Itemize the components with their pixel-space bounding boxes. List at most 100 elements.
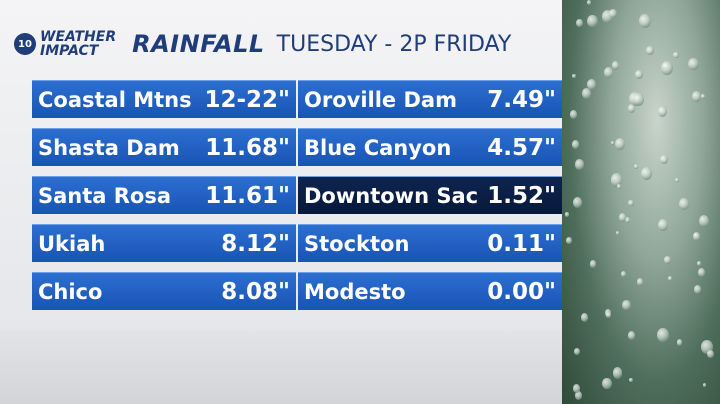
raindrop bbox=[606, 312, 612, 319]
raindrop bbox=[646, 45, 654, 55]
raindrop bbox=[611, 60, 620, 71]
raindrop bbox=[673, 52, 679, 59]
raindrop bbox=[688, 57, 699, 71]
raindrop bbox=[610, 173, 623, 188]
table-row: Shasta Dam 11.68" bbox=[32, 128, 296, 166]
raindrop bbox=[614, 138, 625, 151]
raindrop bbox=[622, 299, 631, 310]
raindrop bbox=[602, 377, 612, 390]
table-row: Blue Canyon 4.57" bbox=[298, 128, 562, 166]
subtitle: TUESDAY - 2P FRIDAY bbox=[276, 31, 512, 57]
raindrop bbox=[699, 215, 710, 228]
raindrop bbox=[582, 88, 592, 100]
raindrop bbox=[609, 8, 617, 18]
raindrop bbox=[658, 219, 668, 231]
rainfall-value: 8.12" bbox=[221, 230, 290, 257]
logo-badge: 10 bbox=[14, 33, 36, 55]
location-name: Downtown Sac bbox=[304, 183, 479, 208]
rainfall-value: 11.68" bbox=[205, 134, 290, 161]
table-row: Oroville Dam 7.49" bbox=[298, 80, 562, 118]
raindrop bbox=[701, 339, 713, 354]
raindrop bbox=[587, 14, 598, 28]
raindrop bbox=[573, 384, 581, 393]
brand-line: WEATHER bbox=[40, 29, 117, 45]
raindrop bbox=[566, 237, 573, 245]
table-row: Coastal Mtns 12-22" bbox=[32, 80, 296, 118]
raindrop bbox=[572, 73, 576, 79]
header: 10 WEATHER IMPACT RAINFALL TUESDAY - 2P … bbox=[14, 24, 511, 64]
raindrop bbox=[707, 349, 715, 359]
raindrop bbox=[697, 267, 706, 277]
table-row: Downtown Sac 1.52" bbox=[298, 176, 562, 214]
raindrop bbox=[573, 348, 580, 356]
raindrop bbox=[628, 200, 634, 207]
brand-line: IMPACT bbox=[40, 43, 99, 59]
table-row: Stockton 0.11" bbox=[298, 224, 562, 262]
raindrop bbox=[660, 60, 673, 76]
raindrop bbox=[657, 327, 670, 342]
title: RAINFALL bbox=[132, 30, 265, 58]
table-row: Chico 8.08" bbox=[32, 272, 296, 310]
location-name: Ukiah bbox=[38, 231, 106, 256]
raindrop bbox=[615, 231, 620, 236]
raindrop bbox=[676, 339, 683, 346]
raindrop bbox=[580, 313, 588, 322]
raindrop bbox=[633, 163, 638, 169]
raindrop bbox=[641, 166, 653, 180]
table-row: Santa Rosa 11.61" bbox=[32, 176, 296, 214]
raindrop bbox=[589, 259, 597, 268]
location-name: Blue Canyon bbox=[304, 135, 452, 160]
raindrop bbox=[610, 141, 614, 146]
rainfall-value: 0.11" bbox=[487, 230, 556, 257]
raindrop bbox=[628, 377, 633, 383]
raindrop bbox=[573, 196, 583, 208]
raindrop bbox=[659, 154, 668, 165]
raindrop bbox=[571, 140, 579, 150]
location-name: Stockton bbox=[304, 231, 410, 256]
raindrop bbox=[627, 104, 635, 113]
raindrop bbox=[692, 90, 702, 102]
location-name: Santa Rosa bbox=[38, 183, 172, 208]
raindrop bbox=[604, 67, 614, 79]
raindrop bbox=[574, 159, 584, 170]
location-name: Coastal Mtns bbox=[38, 87, 192, 112]
raindrop bbox=[636, 277, 644, 286]
raindrop bbox=[587, 79, 597, 90]
raindrop bbox=[575, 18, 583, 28]
raindrop bbox=[702, 383, 707, 388]
rainfall-value: 1.52" bbox=[487, 182, 556, 209]
location-name: Shasta Dam bbox=[38, 135, 180, 160]
location-name: Modesto bbox=[304, 279, 406, 304]
rainfall-value: 12-22" bbox=[204, 86, 290, 113]
raindrop bbox=[668, 275, 673, 281]
rain-photo bbox=[562, 0, 720, 404]
rainfall-value: 8.08" bbox=[221, 278, 290, 305]
raindrop bbox=[692, 232, 700, 241]
raindrop bbox=[694, 285, 702, 294]
raindrop bbox=[569, 110, 578, 120]
raindrop bbox=[639, 13, 651, 28]
rainfall-value: 4.57" bbox=[487, 134, 556, 161]
logo-brand: WEATHER IMPACT bbox=[40, 30, 116, 58]
raindrop bbox=[675, 178, 679, 182]
rainfall-value: 0.00" bbox=[487, 278, 556, 305]
raindrop bbox=[618, 213, 626, 222]
raindrop bbox=[624, 217, 630, 223]
location-name: Oroville Dam bbox=[304, 87, 457, 112]
raindrop bbox=[627, 331, 636, 341]
raindrop bbox=[601, 9, 613, 23]
raindrop bbox=[586, 0, 591, 6]
raindrop bbox=[617, 184, 621, 189]
raindrop bbox=[664, 255, 671, 264]
raindrop bbox=[621, 270, 626, 277]
rainfall-value: 7.49" bbox=[487, 86, 556, 113]
raindrop bbox=[575, 391, 583, 400]
table-row: Ukiah 8.12" bbox=[32, 224, 296, 262]
location-name: Chico bbox=[38, 279, 103, 304]
raindrop bbox=[635, 69, 644, 80]
raindrop bbox=[700, 94, 705, 99]
raindrop bbox=[565, 212, 569, 217]
raindrop bbox=[679, 198, 690, 211]
raindrop bbox=[657, 105, 668, 118]
